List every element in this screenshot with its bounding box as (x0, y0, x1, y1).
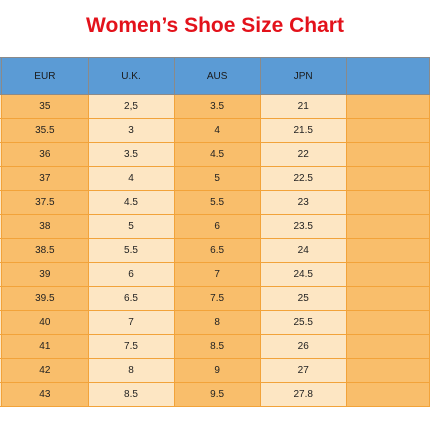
table-row: 35 2,5 3.5 21 (0, 94, 430, 119)
cell-jpn: 25 (259, 286, 347, 311)
cell-uk: 4.5 (87, 190, 175, 215)
bottom-margin (0, 409, 430, 430)
cell-right-cut (345, 166, 430, 191)
cell-right-cut (345, 334, 430, 359)
cell-uk: 5 (87, 214, 175, 239)
cell-eur: 43 (1, 382, 89, 407)
header-cell-eur: EUR (1, 57, 89, 95)
cell-right-cut (345, 310, 430, 335)
cell-right-cut (345, 118, 430, 143)
cell-aus: 7 (173, 262, 261, 287)
table-row: 37.5 4.5 5.5 23 (0, 190, 430, 215)
cell-uk: 5.5 (87, 238, 175, 263)
cell-uk: 6 (87, 262, 175, 287)
cell-jpn: 22 (259, 142, 347, 167)
table-row: 41 7.5 8.5 26 (0, 334, 430, 359)
cell-right-cut (345, 238, 430, 263)
cell-jpn: 21.5 (259, 118, 347, 143)
cell-jpn: 24.5 (259, 262, 347, 287)
cell-eur: 40 (1, 310, 89, 335)
header-row: EUR U.K. AUS JPN (0, 57, 430, 95)
cell-right-cut (345, 382, 430, 407)
size-table-body: 35 2,5 3.5 21 35.5 3 4 21.5 36 3.5 4.5 22 37 4 5 22.5 37… (0, 94, 430, 407)
chart-title: Women’s Shoe Size Chart (86, 14, 344, 37)
table-row: 39 6 7 24.5 (0, 262, 430, 287)
header-cell-aus: AUS (173, 57, 261, 95)
cell-eur: 36 (1, 142, 89, 167)
cell-eur: 37 (1, 166, 89, 191)
cell-uk: 7 (87, 310, 175, 335)
cell-uk: 6.5 (87, 286, 175, 311)
cell-uk: 3.5 (87, 142, 175, 167)
cell-aus: 5.5 (173, 190, 261, 215)
cell-aus: 9 (173, 358, 261, 383)
cell-uk: 2,5 (87, 94, 175, 119)
cell-right-cut (345, 286, 430, 311)
cell-eur: 37.5 (1, 190, 89, 215)
table-row: 38.5 5.5 6.5 24 (0, 238, 430, 263)
cell-eur: 42 (1, 358, 89, 383)
size-table-header: EUR U.K. AUS JPN (0, 57, 430, 95)
cell-uk: 3 (87, 118, 175, 143)
table-row: 37 4 5 22.5 (0, 166, 430, 191)
cell-aus: 4 (173, 118, 261, 143)
cell-aus: 9.5 (173, 382, 261, 407)
cell-jpn: 26 (259, 334, 347, 359)
table-row: 40 7 8 25.5 (0, 310, 430, 335)
cell-uk: 8.5 (87, 382, 175, 407)
header-cell-jpn: JPN (259, 57, 347, 95)
cell-right-cut (345, 94, 430, 119)
cell-jpn: 25.5 (259, 310, 347, 335)
cell-jpn: 27 (259, 358, 347, 383)
cell-right-cut (345, 214, 430, 239)
cell-right-cut (345, 190, 430, 215)
cell-aus: 4.5 (173, 142, 261, 167)
cell-aus: 8 (173, 310, 261, 335)
table-row: 42 8 9 27 (0, 358, 430, 383)
cell-eur: 39 (1, 262, 89, 287)
cell-jpn: 27.8 (259, 382, 347, 407)
cell-aus: 3.5 (173, 94, 261, 119)
cell-aus: 8.5 (173, 334, 261, 359)
cell-right-cut (345, 262, 430, 287)
cell-jpn: 22.5 (259, 166, 347, 191)
cell-aus: 5 (173, 166, 261, 191)
cell-uk: 8 (87, 358, 175, 383)
cell-aus: 7.5 (173, 286, 261, 311)
cell-eur: 38.5 (1, 238, 89, 263)
cell-jpn: 23.5 (259, 214, 347, 239)
size-table-wrapper: EUR U.K. AUS JPN 35 2,5 3.5 21 35.5 3 4 21.5 36 3… (0, 57, 430, 407)
cell-right-cut (345, 142, 430, 167)
cell-uk: 4 (87, 166, 175, 191)
cell-right-cut (345, 358, 430, 383)
cell-jpn: 23 (259, 190, 347, 215)
cell-eur: 35.5 (1, 118, 89, 143)
table-row: 35.5 3 4 21.5 (0, 118, 430, 143)
cell-eur: 39.5 (1, 286, 89, 311)
header-cell-uk: U.K. (87, 57, 175, 95)
table-row: 43 8.5 9.5 27.8 (0, 382, 430, 407)
cell-aus: 6 (173, 214, 261, 239)
cell-jpn: 24 (259, 238, 347, 263)
table-row: 38 5 6 23.5 (0, 214, 430, 239)
cell-eur: 35 (1, 94, 89, 119)
table-row: 39.5 6.5 7.5 25 (0, 286, 430, 311)
size-table: EUR U.K. AUS JPN 35 2,5 3.5 21 35.5 3 4 21.5 36 3… (0, 57, 430, 407)
cell-aus: 6.5 (173, 238, 261, 263)
table-row: 36 3.5 4.5 22 (0, 142, 430, 167)
cell-eur: 38 (1, 214, 89, 239)
cell-eur: 41 (1, 334, 89, 359)
cell-jpn: 21 (259, 94, 347, 119)
header-cell-right-cut (345, 57, 430, 95)
cell-uk: 7.5 (87, 334, 175, 359)
